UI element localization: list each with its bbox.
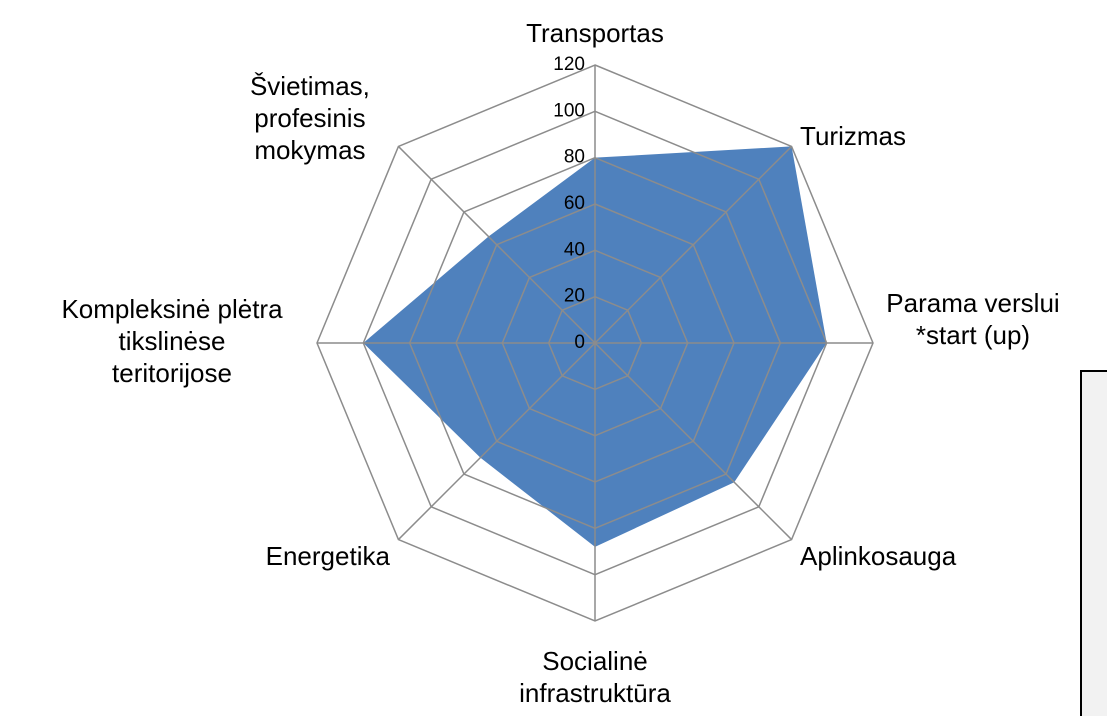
y-tick-label: 60	[564, 193, 585, 214]
y-tick-label: 120	[553, 54, 585, 75]
y-tick-label: 80	[564, 147, 585, 168]
category-label: Aplinkosauga	[800, 541, 957, 571]
category-label: Socialinė infrastruktūra	[519, 646, 671, 708]
y-tick-label: 40	[564, 239, 585, 260]
axis-spoke	[397, 342, 596, 541]
category-label: Švietimas, profesinis mokymas	[250, 71, 370, 165]
category-label: Turizmas	[800, 121, 906, 151]
axis-spoke	[397, 145, 596, 344]
y-tick-label: 100	[553, 100, 585, 121]
axis-spoke	[594, 145, 793, 344]
category-label: Parama verslui *start (up)	[886, 288, 1059, 350]
y-tick-label: 20	[564, 286, 585, 307]
legend-box	[1080, 370, 1107, 716]
axis-spoke	[594, 342, 793, 541]
category-label: Kompleksinė plėtra tikslinėse teritorijose	[61, 294, 283, 388]
category-label: Energetika	[266, 541, 391, 571]
y-tick-label: 0	[574, 332, 585, 353]
category-label: Transportas	[526, 18, 664, 48]
